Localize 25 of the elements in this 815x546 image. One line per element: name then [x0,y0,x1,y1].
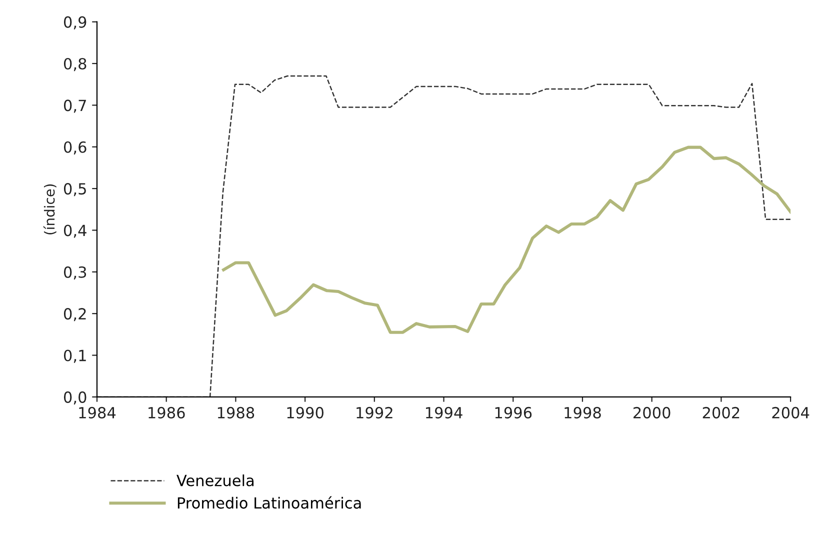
line-series [222,146,791,334]
y-tick-label: 0,1 [64,350,86,363]
y-tick-label: 0,8 [64,58,86,72]
y-tick-label: 0,6 [64,141,86,154]
x-tick-label: 1992 [356,406,392,418]
x-tick-label: 1990 [287,406,324,418]
x-tick-label: 1996 [495,406,532,418]
legend-label: Venezuela [176,474,254,486]
x-tick-label: 1984 [79,406,116,418]
y-tick-label: 0,9 [64,16,86,30]
y-tick-label: 0,3 [64,266,86,280]
x-tick-label: 1988 [218,406,254,418]
x-tick-label: 2004 [772,406,810,418]
x-tick-label: 1986 [148,406,185,418]
x-tick-label: 1994 [426,406,462,418]
y-tick-label: 0,4 [64,224,86,238]
legend-label: Promedio Latinoamérica [178,496,361,509]
y-tick-label: 0,2 [64,308,86,322]
y-tick-label: 0,5 [64,183,86,196]
x-tick-label: 2002 [702,406,740,418]
x-tick-label: 2000 [634,406,670,418]
y-tick-label: 0,0 [64,391,86,405]
y-axis-title: (índice) [43,184,56,234]
x-tick-label: 1998 [564,406,601,418]
y-tick-label: 0,7 [64,100,86,113]
